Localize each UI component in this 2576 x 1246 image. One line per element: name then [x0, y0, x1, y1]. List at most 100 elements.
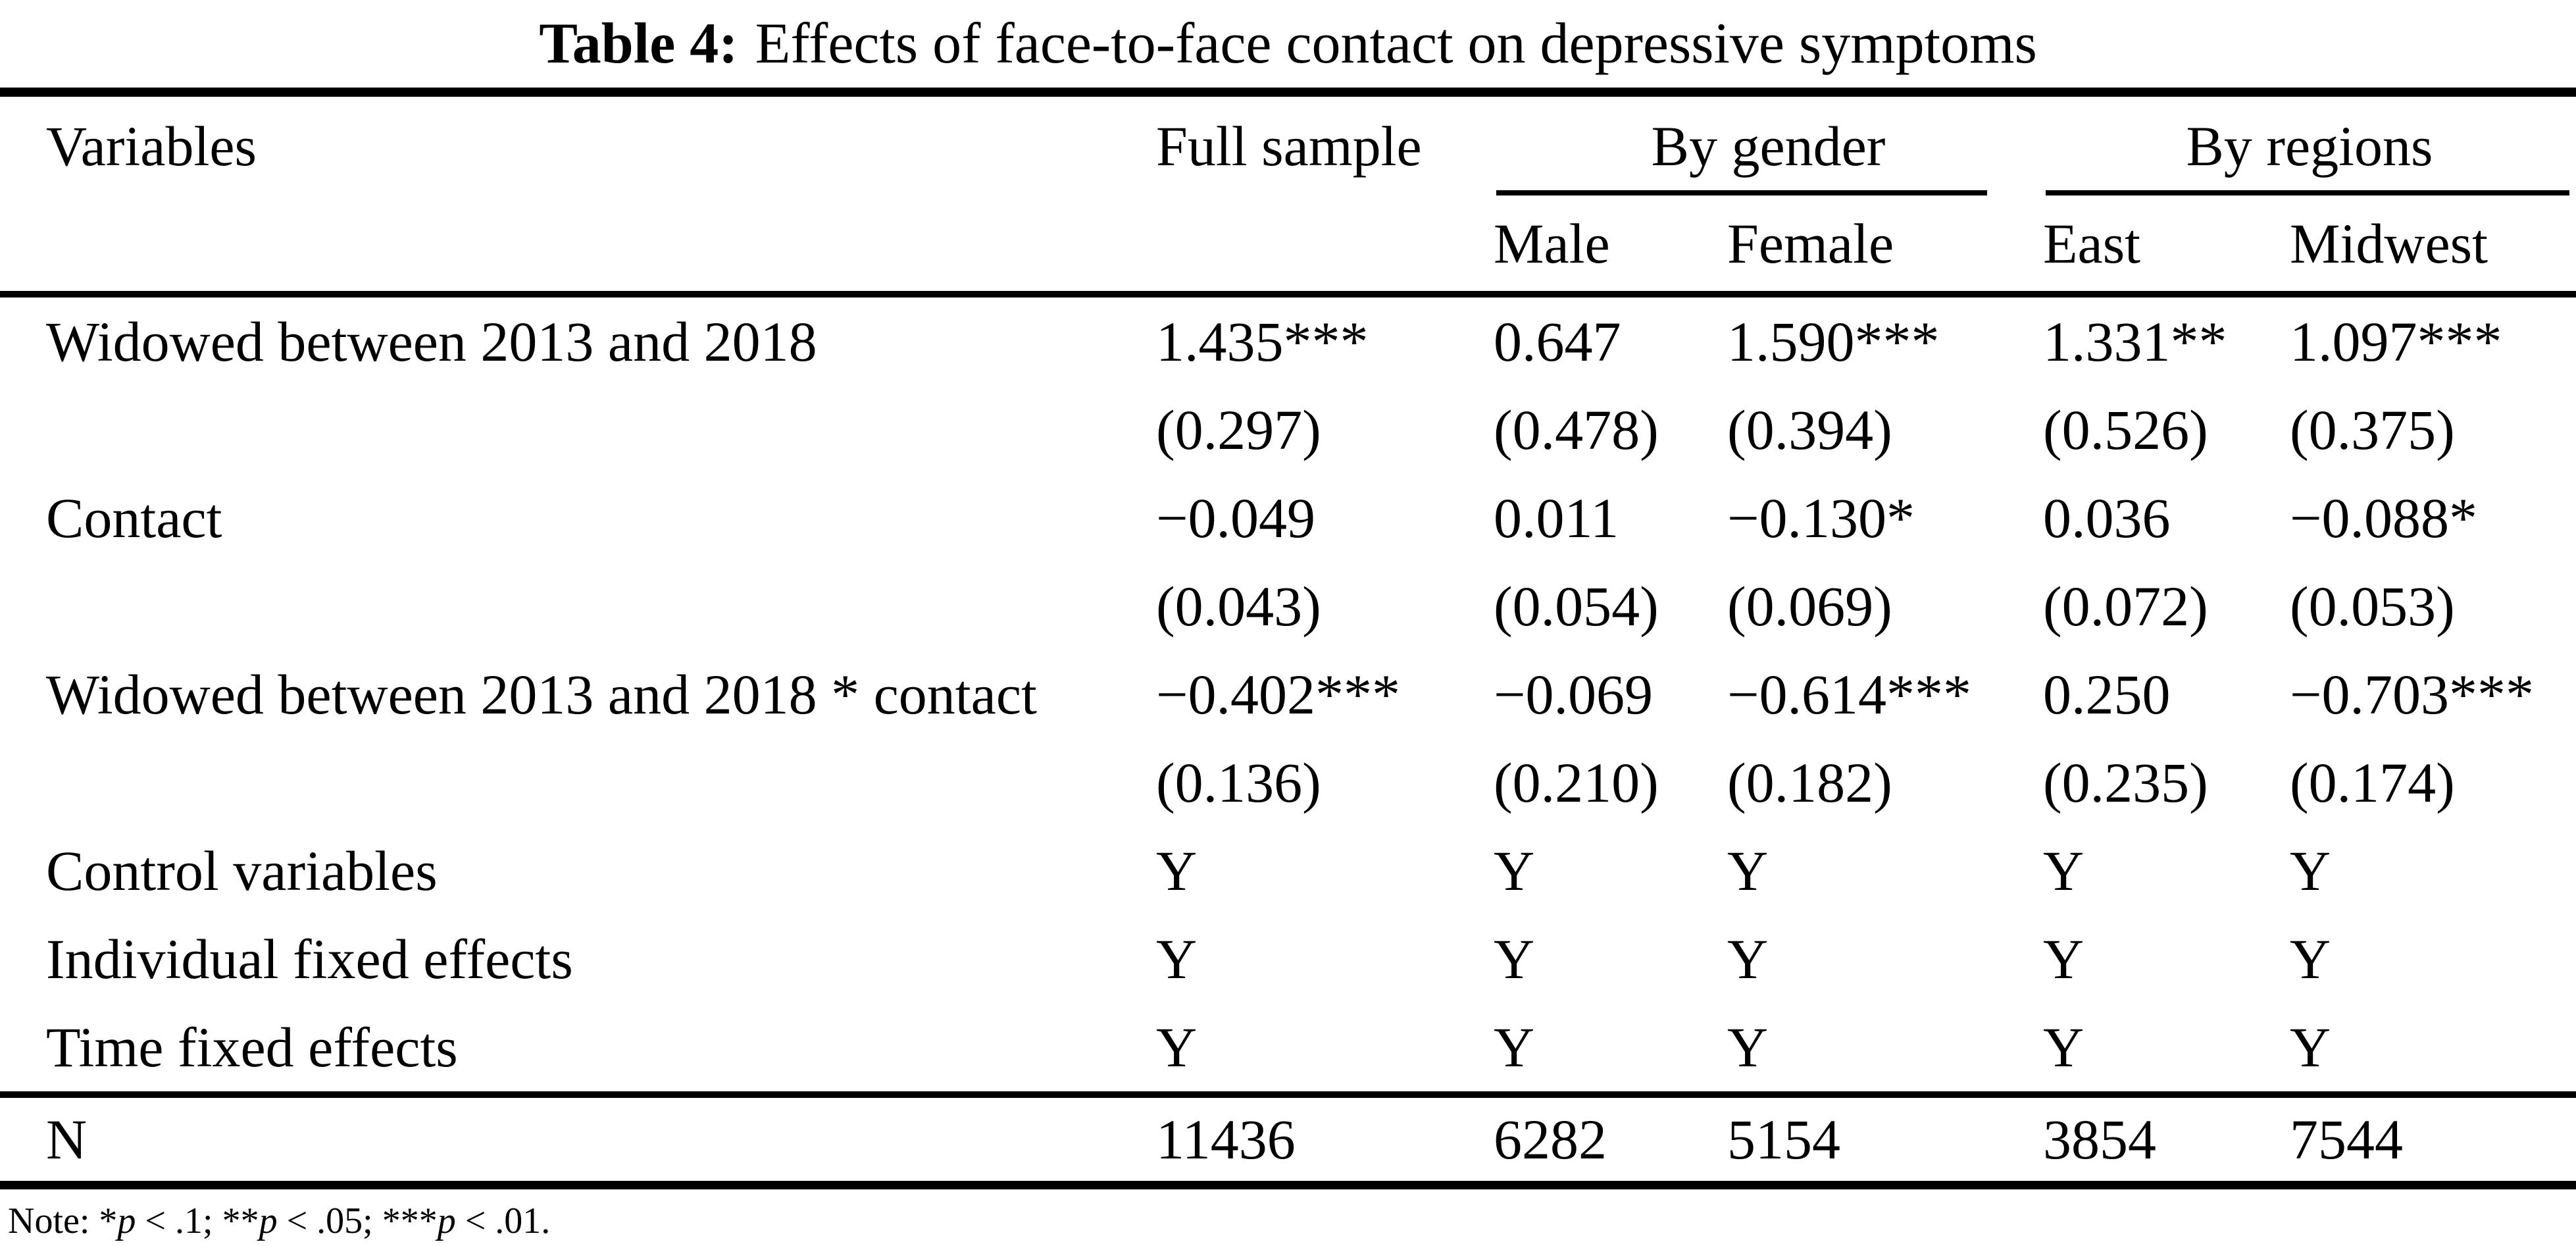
table-row-n: N 11436 6282 5154 3854 7544 — [0, 1098, 2576, 1181]
table-cell: (0.054) — [1494, 575, 1659, 638]
table-cell: (0.174) — [2290, 751, 2455, 814]
table-cell: (0.210) — [1494, 751, 1659, 814]
table-cell: 11436 — [1156, 1108, 1296, 1171]
table-row: (0.043) (0.054) (0.069) (0.072) (0.053) — [0, 562, 2576, 650]
header-by-regions: By regions — [2043, 97, 2576, 195]
row-label: Time fixed effects — [46, 1016, 458, 1079]
table-row: Individual fixed effects Y Y Y Y Y — [0, 915, 2576, 1003]
table-cell: −0.049 — [1156, 486, 1316, 550]
note-p-italic: p — [437, 1201, 456, 1241]
row-label — [0, 739, 1156, 827]
header-female: Female — [1727, 211, 1894, 275]
header-midwest: Midwest — [2290, 211, 2488, 275]
header-full-sample: Full sample — [1156, 115, 1422, 178]
table-cell: 1.590*** — [1727, 310, 1940, 373]
row-label: Widowed between 2013 and 2018 — [46, 310, 817, 373]
table-cell: (0.478) — [1494, 398, 1659, 461]
table-cell: Y — [2043, 927, 2084, 991]
bottom-rule — [0, 1181, 2576, 1189]
row-label: Contact — [46, 486, 222, 550]
table-cell: (0.375) — [2290, 398, 2455, 461]
table-row: Control variables Y Y Y Y Y — [0, 827, 2576, 915]
note-segment: < .05; *** — [277, 1201, 438, 1241]
header-east: East — [2043, 211, 2141, 275]
by-regions-underline — [2046, 190, 2569, 195]
note-p-italic: p — [259, 1201, 278, 1241]
table-cell: (0.394) — [1727, 398, 1892, 461]
table-cell: 0.036 — [2043, 486, 2171, 550]
table-cell: −0.130* — [1727, 486, 1915, 550]
row-label: N — [46, 1108, 88, 1171]
table-cell: Y — [1727, 927, 1769, 991]
table-title-text: Effects of face-to-face contact on depre… — [755, 12, 2037, 76]
table-cell: 7544 — [2290, 1108, 2403, 1171]
note-segment: Note: * — [8, 1201, 118, 1241]
table-cell: 0.647 — [1494, 310, 1621, 373]
significance-note: Note: *p < .1; **p < .05; ***p < .01. — [0, 1200, 2576, 1242]
table-cell: −0.088* — [2290, 486, 2478, 550]
table-cell: (0.069) — [1727, 575, 1892, 638]
table-cell: (0.182) — [1727, 751, 1892, 814]
table-cell: Y — [2290, 927, 2331, 991]
table-cell: 1.331** — [2043, 310, 2227, 373]
header-male: Male — [1494, 211, 1610, 275]
table-row: Widowed between 2013 and 2018 * contact … — [0, 650, 2576, 739]
table-cell: (0.072) — [2043, 575, 2208, 638]
table-cell: (0.053) — [2290, 575, 2455, 638]
table-cell: 3854 — [2043, 1108, 2156, 1171]
table-cell: Y — [1156, 1016, 1198, 1079]
table-cell: Y — [1156, 839, 1198, 902]
table-cell: (0.235) — [2043, 751, 2208, 814]
table-cell: −0.614*** — [1727, 663, 1972, 726]
table-cell: Y — [2290, 839, 2331, 902]
table-cell: Y — [2290, 1016, 2331, 1079]
note-segment: < .1; ** — [136, 1201, 259, 1241]
table-cell: Y — [1727, 1016, 1769, 1079]
by-gender-underline — [1496, 190, 1987, 195]
table-row: Time fixed effects Y Y Y Y Y — [0, 1003, 2576, 1091]
table-cell: (0.136) — [1156, 751, 1321, 814]
table-cell: Y — [1494, 1016, 1535, 1079]
header-variables: Variables — [46, 115, 257, 178]
table-cell: 1.097*** — [2290, 310, 2502, 373]
table-title: Table 4: Effects of face-to-face contact… — [0, 0, 2576, 88]
table-row: (0.136) (0.210) (0.182) (0.235) (0.174) — [0, 739, 2576, 827]
table-cell: 5154 — [1727, 1108, 1840, 1171]
table-title-number: Table 4: — [539, 12, 738, 76]
table-cell: (0.526) — [2043, 398, 2208, 461]
table-cell: −0.402*** — [1156, 663, 1401, 726]
top-rule — [0, 88, 2576, 97]
table-cell: −0.069 — [1494, 663, 1654, 726]
table-cell: (0.297) — [1156, 398, 1321, 461]
table-row: Contact −0.049 0.011 −0.130* 0.036 −0.08… — [0, 474, 2576, 562]
table-cell: 1.435*** — [1156, 310, 1369, 373]
header-by-gender: By gender — [1494, 97, 2043, 195]
header-spacer-1 — [0, 195, 1156, 291]
row-label: Control variables — [46, 839, 438, 902]
table-cell: 6282 — [1494, 1108, 1607, 1171]
header-rule — [0, 291, 2576, 298]
header-spacer-2 — [1156, 195, 1494, 291]
table-cell: (0.043) — [1156, 575, 1321, 638]
table-cell: 0.011 — [1494, 486, 1619, 550]
header-by-gender-label: By gender — [1651, 115, 1886, 178]
row-label: Widowed between 2013 and 2018 * contact — [46, 663, 1037, 726]
header-by-regions-label: By regions — [2186, 115, 2433, 178]
table-cell: Y — [2043, 839, 2084, 902]
table-cell: 0.250 — [2043, 663, 2171, 726]
table-cell: Y — [1494, 839, 1535, 902]
table-cell: Y — [1156, 927, 1198, 991]
row-label — [0, 562, 1156, 650]
row-label — [0, 386, 1156, 474]
row-label: Individual fixed effects — [46, 927, 573, 991]
table-cell: −0.703*** — [2290, 663, 2535, 726]
table-row: (0.297) (0.478) (0.394) (0.526) (0.375) — [0, 386, 2576, 474]
table-cell: Y — [2043, 1016, 2084, 1079]
note-segment: < .01. — [455, 1201, 551, 1241]
table-row: Widowed between 2013 and 2018 1.435*** 0… — [0, 298, 2576, 386]
pre-n-rule — [0, 1091, 2576, 1098]
table-cell: Y — [1727, 839, 1769, 902]
header-grid: Variables Full sample By gender By regio… — [0, 97, 2576, 291]
note-p-italic: p — [117, 1201, 136, 1241]
